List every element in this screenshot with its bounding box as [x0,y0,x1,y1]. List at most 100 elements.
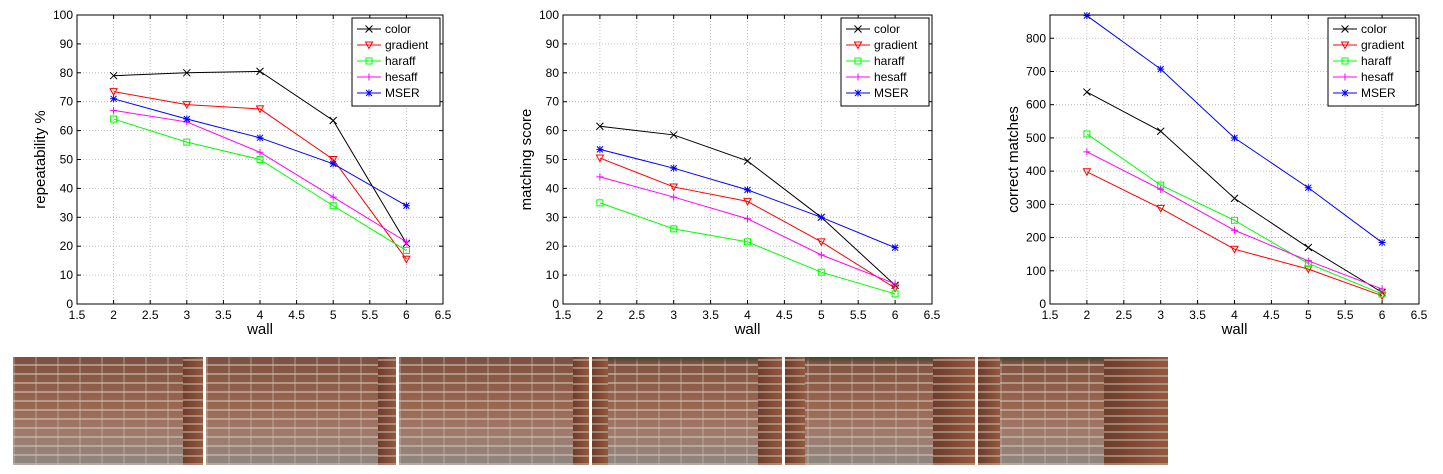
legend-color-label: color [1361,22,1387,36]
series-mser-point [256,134,264,142]
x-tick-label: 6 [403,308,410,322]
legend-gradient-marker [1340,41,1350,50]
series-hesaff-point [891,280,899,288]
x-tick-label: 6.5 [924,308,941,322]
y-axis-label: matching score [518,109,535,211]
x-tick-label: 6.5 [1411,308,1428,322]
series-gradient-point [109,88,118,97]
y-tick-label: 100 [539,8,559,22]
x-tick-label: 2.5 [1115,308,1132,322]
y-tick-label: 90 [546,37,560,51]
series-gradient-point [1156,204,1166,213]
series-gradient-point [402,255,411,264]
series-color-point [1156,127,1165,136]
series-haraff-point [1231,216,1238,224]
series-mser-point [1083,12,1091,20]
series-hesaff-point [744,215,751,223]
y-tick-label: 300 [1026,197,1046,211]
x-tick-label: 4.5 [288,308,305,322]
y-tick-label: 50 [60,153,74,167]
y-tick-label: 40 [60,181,74,195]
y-tick-label: 80 [60,66,74,80]
legend-color-marker [1341,25,1349,33]
wall-image-strip [13,357,1173,465]
x-tick-label: 2.5 [628,308,645,322]
series-haraff-point [1083,130,1091,138]
legend-mser-marker [854,89,862,97]
y-tick-label: 700 [1026,64,1046,78]
x-tick-label: 3.5 [215,308,232,322]
x-tick-label: 5 [818,308,825,322]
x-tick-label: 1.5 [555,308,572,322]
series-color-point [669,131,678,139]
y-tick-label: 0 [552,297,559,311]
x-tick-label: 5 [1305,308,1312,322]
wall-image-4 [592,357,782,465]
series-gradient-point [1230,245,1239,254]
plot-frame [76,14,444,305]
legend-hesaff-marker [365,73,373,81]
y-tick-label: 600 [1026,98,1046,112]
x-tick-label: 4.5 [1263,308,1280,322]
series-gradient-point [255,105,265,114]
wall-image-1 [13,357,203,465]
x-tick-label: 4 [744,308,751,322]
series-hesaff-point [1157,185,1165,193]
legend-mser-label: MSER [385,86,420,100]
legend-haraff-label: haraff [1361,54,1392,68]
x-tick-label: 3.5 [702,308,719,322]
series-haraff-point [110,115,118,123]
series-haraff-point [329,202,337,210]
series-gradient-point [182,101,192,110]
legend-color-marker [365,25,373,33]
series-gradient-line [599,157,896,289]
series-hesaff-point [329,193,337,201]
y-tick-label: 0 [1039,297,1046,311]
series-gradient-point [669,183,679,192]
legend-haraff-marker [365,57,373,65]
correct-matches-chart: 1.5 2 2.5 3 3.5 4 4.5 5 5.5 6 6.5 0 100 200 300 400 500 6… [1005,12,1428,338]
y-tick-label: 80 [546,66,560,80]
x-tick-label: 6.5 [435,308,452,322]
series-mser-point [329,160,337,168]
series-mser-point [744,186,751,194]
series-haraff-point [817,268,825,276]
series-hesaff-point [670,193,678,201]
legend-haraff-marker [1341,57,1349,65]
series-gradient-line [113,91,407,260]
matching-score-chart: 1.5 2 2.5 3 3.5 4 4.5 5 5.5 6 6.5 0 10 20 30 40 50 60 70 80… [518,8,941,338]
legend-mser-marker [365,89,373,97]
x-axis-label: wall [1221,321,1248,338]
y-tick-label: 90 [60,37,74,51]
x-tick-label: 3 [670,308,677,322]
x-tick-label: 3.5 [1189,308,1206,322]
series-mser-point [1231,134,1238,142]
x-tick-label: 6 [892,308,899,322]
y-tick-label: 100 [53,8,73,22]
series-gradient-point [743,197,752,206]
series-hesaff-point [596,173,604,181]
series-mser-point [891,244,899,252]
plot-frame [1049,14,1420,305]
legend-mser-label: MSER [1361,86,1396,100]
legend-color-label: color [874,22,900,36]
series-hesaff-point [1304,257,1312,265]
series-color-point [1230,194,1239,203]
legend-mser-label: MSER [874,86,909,100]
y-tick-label: 60 [546,124,560,138]
y-tick-label: 400 [1026,164,1046,178]
series-gradient-point [328,156,338,165]
series-color-point [1083,88,1091,96]
x-tick-label: 5.5 [361,308,378,322]
y-tick-label: 800 [1026,31,1046,45]
series-mser-point [670,164,678,172]
y-tick-label: 40 [546,181,560,195]
y-tick-label: 10 [546,268,560,282]
legend-mser-marker [1341,89,1349,97]
series-hesaff-point [402,238,410,246]
series-hesaff-point [1231,226,1238,234]
series-color-point [182,68,191,77]
series-color-point [596,122,604,131]
plot-frame [562,14,933,305]
series-mser-point [1157,65,1165,73]
